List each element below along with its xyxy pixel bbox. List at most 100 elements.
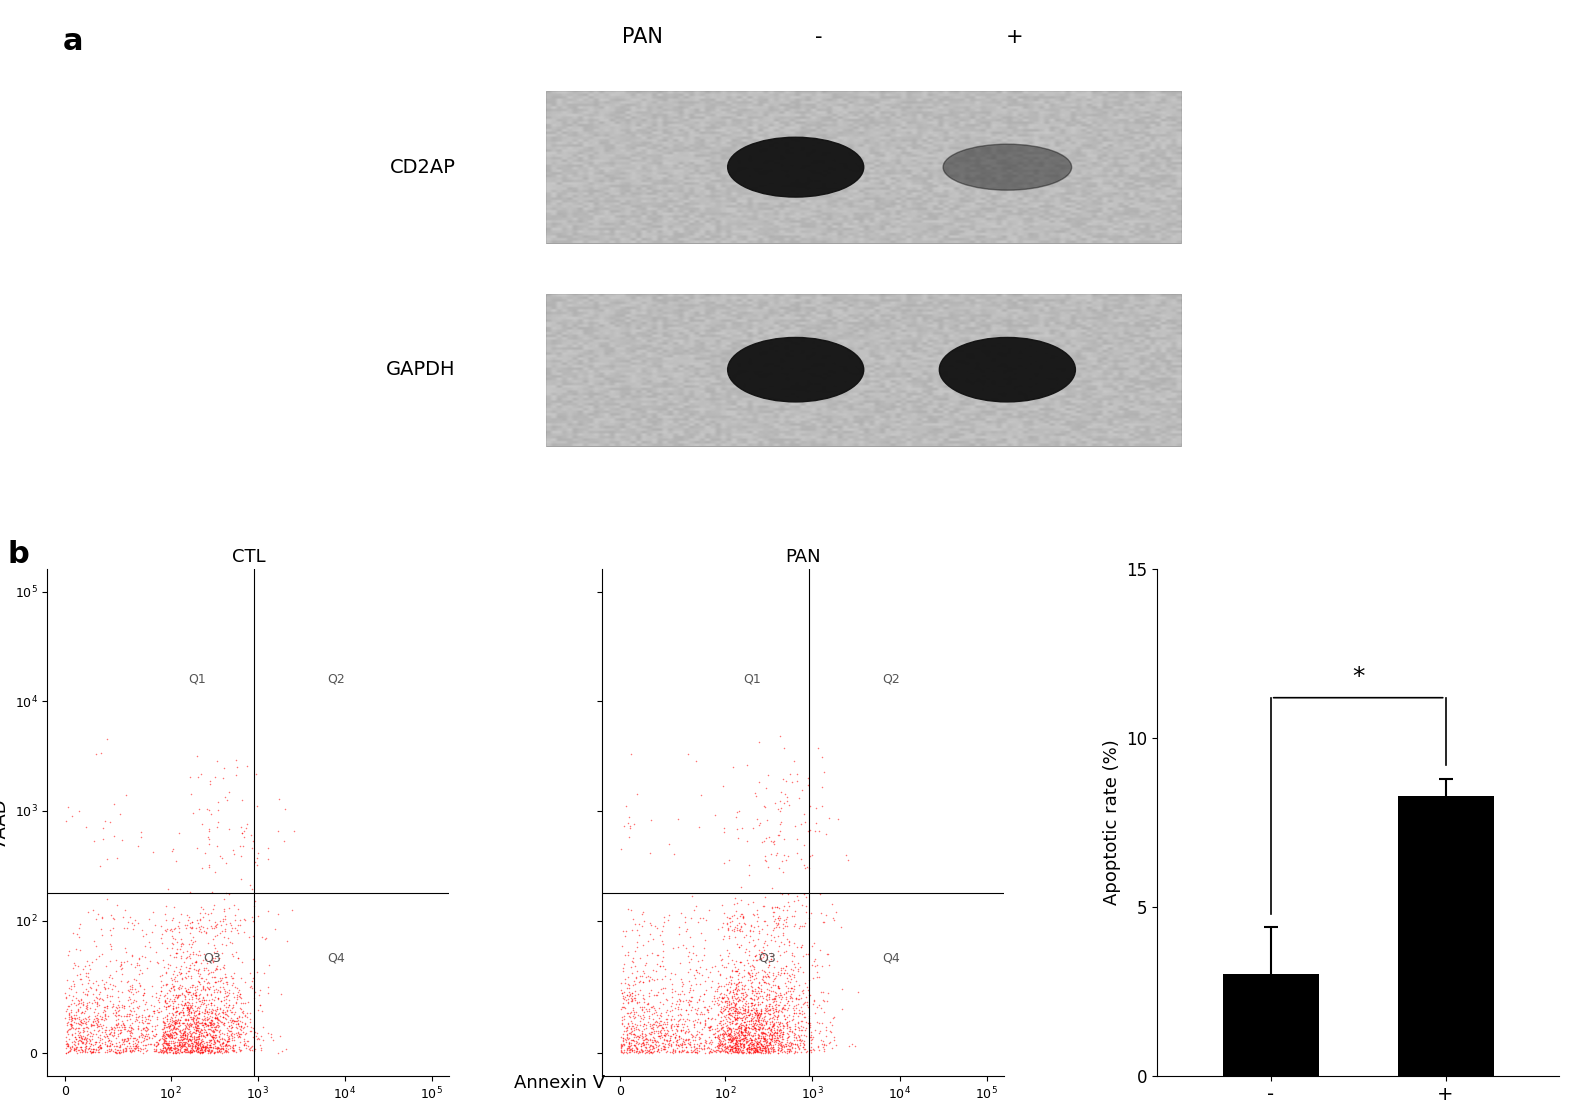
Point: [93, 957, 118, 975]
Point: [751, 1039, 776, 1057]
Point: [792, 974, 817, 991]
Point: [205, 943, 230, 960]
Point: [756, 1040, 781, 1058]
Point: [173, 965, 198, 983]
Point: [60, 925, 85, 943]
Point: [198, 1016, 224, 1034]
Point: [783, 902, 808, 919]
Point: [658, 970, 684, 988]
Point: [693, 960, 718, 978]
Point: [775, 1025, 800, 1042]
Point: [131, 1044, 156, 1061]
Point: [765, 965, 791, 983]
Point: [145, 1010, 170, 1028]
Point: [167, 986, 192, 1004]
Point: [780, 1039, 805, 1057]
Point: [154, 1010, 180, 1028]
Point: [120, 946, 145, 964]
Point: [172, 1022, 197, 1040]
Point: [724, 1009, 750, 1027]
Point: [161, 1040, 186, 1058]
Point: [175, 998, 200, 1016]
Point: [750, 1024, 775, 1041]
Point: [83, 981, 109, 999]
Point: [748, 1029, 773, 1047]
Point: [784, 772, 810, 790]
Point: [632, 1044, 657, 1061]
Point: [184, 910, 209, 928]
Point: [724, 1041, 750, 1059]
Point: [655, 1006, 680, 1024]
Point: [687, 1039, 712, 1057]
Point: [806, 942, 832, 959]
Point: [200, 1016, 225, 1034]
Point: [759, 1031, 784, 1049]
Point: [710, 1019, 736, 1037]
Point: [698, 1017, 723, 1035]
Point: [784, 765, 810, 783]
Point: [159, 975, 184, 993]
Point: [208, 1038, 233, 1056]
Point: [221, 947, 246, 965]
Point: [106, 1015, 131, 1032]
Point: [685, 1039, 710, 1057]
Text: Q2: Q2: [882, 672, 899, 685]
Point: [113, 1006, 139, 1024]
Point: [121, 979, 146, 997]
Point: [813, 906, 838, 924]
Point: [154, 976, 180, 994]
Point: [140, 1007, 165, 1025]
Point: [729, 1021, 754, 1039]
Point: [731, 1029, 756, 1047]
Point: [754, 852, 780, 869]
Point: [756, 1040, 781, 1058]
Point: [180, 1038, 205, 1056]
Point: [767, 802, 792, 820]
Point: [186, 973, 211, 990]
Point: [739, 1039, 764, 1057]
Point: [124, 1008, 150, 1026]
Point: [58, 1010, 83, 1028]
Point: [748, 1036, 773, 1054]
Point: [756, 976, 781, 994]
Point: [737, 1025, 762, 1042]
Point: [194, 950, 219, 968]
Point: [76, 1010, 101, 1028]
Point: [754, 812, 780, 830]
Point: [794, 997, 819, 1015]
Point: [211, 959, 236, 977]
Point: [71, 1014, 96, 1031]
Point: [197, 1036, 222, 1054]
Point: [728, 919, 753, 937]
Point: [208, 969, 233, 987]
Point: [154, 1044, 180, 1061]
Point: [767, 997, 792, 1015]
Point: [71, 1027, 96, 1045]
Point: [176, 1022, 202, 1040]
Point: [184, 1039, 209, 1057]
Point: [814, 825, 839, 843]
Point: [172, 1034, 197, 1051]
Point: [60, 1011, 85, 1029]
Point: [206, 1042, 232, 1060]
Point: [742, 1015, 767, 1032]
Point: [614, 1025, 639, 1042]
Point: [658, 1008, 684, 1026]
Point: [183, 1037, 208, 1055]
Point: [610, 1036, 635, 1054]
Point: [743, 1001, 769, 1019]
Point: [712, 1044, 737, 1061]
Point: [153, 990, 178, 1008]
Point: [198, 1027, 224, 1045]
Point: [77, 999, 102, 1017]
Point: [197, 820, 222, 837]
Point: [83, 1011, 109, 1029]
Point: [811, 1003, 836, 1020]
Point: [181, 1014, 206, 1031]
Point: [767, 1015, 792, 1032]
Point: [737, 1044, 762, 1061]
Point: [134, 1030, 159, 1048]
Point: [635, 995, 660, 1013]
Point: [203, 917, 228, 935]
Point: [639, 930, 665, 948]
